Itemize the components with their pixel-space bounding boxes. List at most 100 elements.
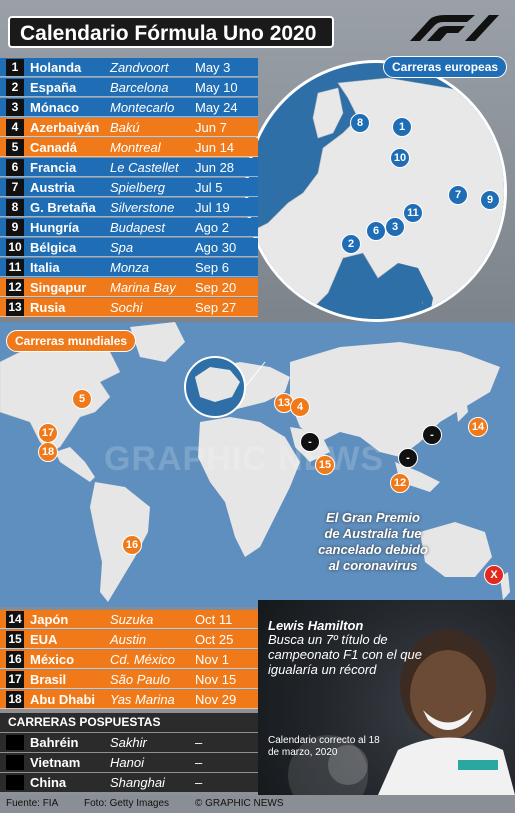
race-date: Nov 15 [195, 672, 237, 687]
marker-3: 3 [385, 217, 405, 237]
race-circuit: Marina Bay [110, 280, 176, 295]
watermark: GRAPHIC NEWS [104, 440, 385, 478]
race-circuit: Spielberg [110, 180, 165, 195]
europe-inset-land [195, 367, 240, 402]
race-circuit: Le Castellet [110, 160, 179, 175]
race-circuit: Cd. México [110, 652, 176, 667]
race-circuit: Silverstone [110, 200, 175, 215]
race-country: Brasil [30, 672, 67, 687]
race-row: 10 Bélgica Spa Ago 30 [0, 238, 258, 257]
postponed-country: Vietnam [30, 755, 81, 770]
central-america [55, 447, 95, 482]
race-date: Jun 7 [195, 120, 227, 135]
europe-races-badge: Carreras europeas [383, 56, 508, 78]
race-row: 8 G. Bretaña Silverstone Jul 19 [0, 198, 258, 217]
race-number: 8 [6, 199, 24, 216]
marker-13: 13 [274, 393, 294, 413]
race-date: Oct 25 [195, 632, 234, 647]
race-country: Rusia [30, 300, 66, 315]
europe-map [245, 60, 507, 322]
marker-australia-cancelled: X [484, 565, 504, 585]
postponed-row: Bahréin Sakhir – [0, 733, 258, 752]
marker-postponed-china: - [422, 425, 442, 445]
race-country: Canadá [30, 140, 77, 155]
race-row: 11 Italia Monza Sep 6 [0, 258, 258, 277]
race-row: 6 Francia Le Castellet Jun 28 [0, 158, 258, 177]
f1-logo-icon [410, 15, 499, 41]
race-row: 17 Brasil São Paulo Nov 15 [0, 670, 258, 689]
postponed-circuit: Sakhir [110, 735, 147, 750]
race-circuit: Montecarlo [110, 100, 175, 115]
japan [455, 392, 468, 422]
race-circuit: Zandvoort [110, 60, 169, 75]
race-row: 14 Japón Suzuka Oct 11 [0, 610, 258, 629]
race-number: 13 [6, 299, 24, 316]
postponed-heading: CARRERAS POSPUESTAS [0, 713, 258, 732]
race-country: México [30, 652, 75, 667]
marker-11: 11 [403, 203, 423, 223]
inset-line [244, 361, 266, 388]
marker-12: 12 [390, 473, 410, 493]
race-date: Jun 14 [195, 140, 235, 155]
marker-postponed-bahrain: - [300, 432, 320, 452]
marker-14: 14 [468, 417, 488, 437]
race-date: Oct 11 [195, 612, 233, 627]
race-country: Italia [30, 260, 60, 275]
race-number: 1 [6, 59, 24, 76]
postponed-date: – [195, 735, 203, 750]
race-date: May 3 [195, 60, 231, 75]
race-date: Jun 28 [195, 160, 235, 175]
race-country: Azerbaiyán [30, 120, 100, 135]
race-row: 7 Austria Spielberg Jul 5 [0, 178, 258, 197]
race-number: 3 [6, 99, 24, 116]
marker-16: 18 [38, 442, 58, 462]
race-country: Bélgica [30, 240, 77, 255]
footer: Fuente: FIA Foto: Getty Images © GRAPHIC… [0, 795, 515, 813]
marker-4: 4 [290, 397, 310, 417]
race-circuit: Barcelona [110, 80, 169, 95]
race-circuit: São Paulo [110, 672, 170, 687]
race-country: G. Bretaña [30, 200, 96, 215]
postponed-circuit: Shanghai [110, 775, 165, 790]
race-row: 2 España Barcelona May 10 [0, 78, 258, 97]
race-number: 6 [6, 159, 24, 176]
hamilton-illustration [288, 630, 515, 795]
race-country: Japón [30, 612, 69, 627]
race-date: Nov 29 [195, 692, 237, 707]
race-row: 5 Canadá Montreal Jun 14 [0, 138, 258, 157]
race-date: May 10 [195, 80, 238, 95]
race-country: Singapur [30, 280, 87, 295]
postponed-marker [6, 755, 24, 770]
race-circuit: Suzuka [110, 612, 154, 627]
postponed-country: Bahréin [30, 735, 79, 750]
footer-photo-credit: Foto: Getty Images [84, 798, 170, 809]
greenland [130, 322, 185, 362]
footer-credit: © GRAPHIC NEWS [195, 798, 284, 809]
race-country: Mónaco [30, 100, 80, 115]
page-title: Calendario Fórmula Uno 2020 [8, 16, 334, 48]
hamilton-caption: Busca un 7º título de campeonato F1 con … [268, 632, 422, 677]
race-date: Jul 5 [195, 180, 223, 195]
race-row: 12 Singapur Marina Bay Sep 20 [0, 278, 258, 297]
postponed-marker [6, 735, 24, 750]
race-number: 16 [6, 651, 24, 668]
calendar-note: Calendario correcto al 18 de marzo, 2020 [268, 735, 380, 758]
race-number: 7 [6, 179, 24, 196]
race-circuit: Austin [110, 632, 147, 647]
marker-5: 5 [72, 389, 92, 409]
race-country: Abu Dhabi [30, 692, 95, 707]
marker-8: 8 [350, 113, 370, 133]
race-circuit: Monza [110, 260, 150, 275]
race-number: 2 [6, 79, 24, 96]
footer-source: Fuente: FIA [6, 798, 59, 809]
race-date: Nov 1 [195, 652, 229, 667]
postponed-date: – [195, 755, 203, 770]
race-number: 11 [6, 259, 24, 276]
race-country: Holanda [30, 60, 82, 75]
race-number: 14 [6, 611, 24, 628]
race-row: 9 Hungría Budapest Ago 2 [0, 218, 258, 237]
postponed-circuit: Hanoi [110, 755, 144, 770]
race-number: 18 [6, 691, 24, 708]
race-circuit: Yas Marina [110, 692, 175, 707]
australia-note: El Gran Premio de Australia fue cancelad… [318, 510, 428, 573]
